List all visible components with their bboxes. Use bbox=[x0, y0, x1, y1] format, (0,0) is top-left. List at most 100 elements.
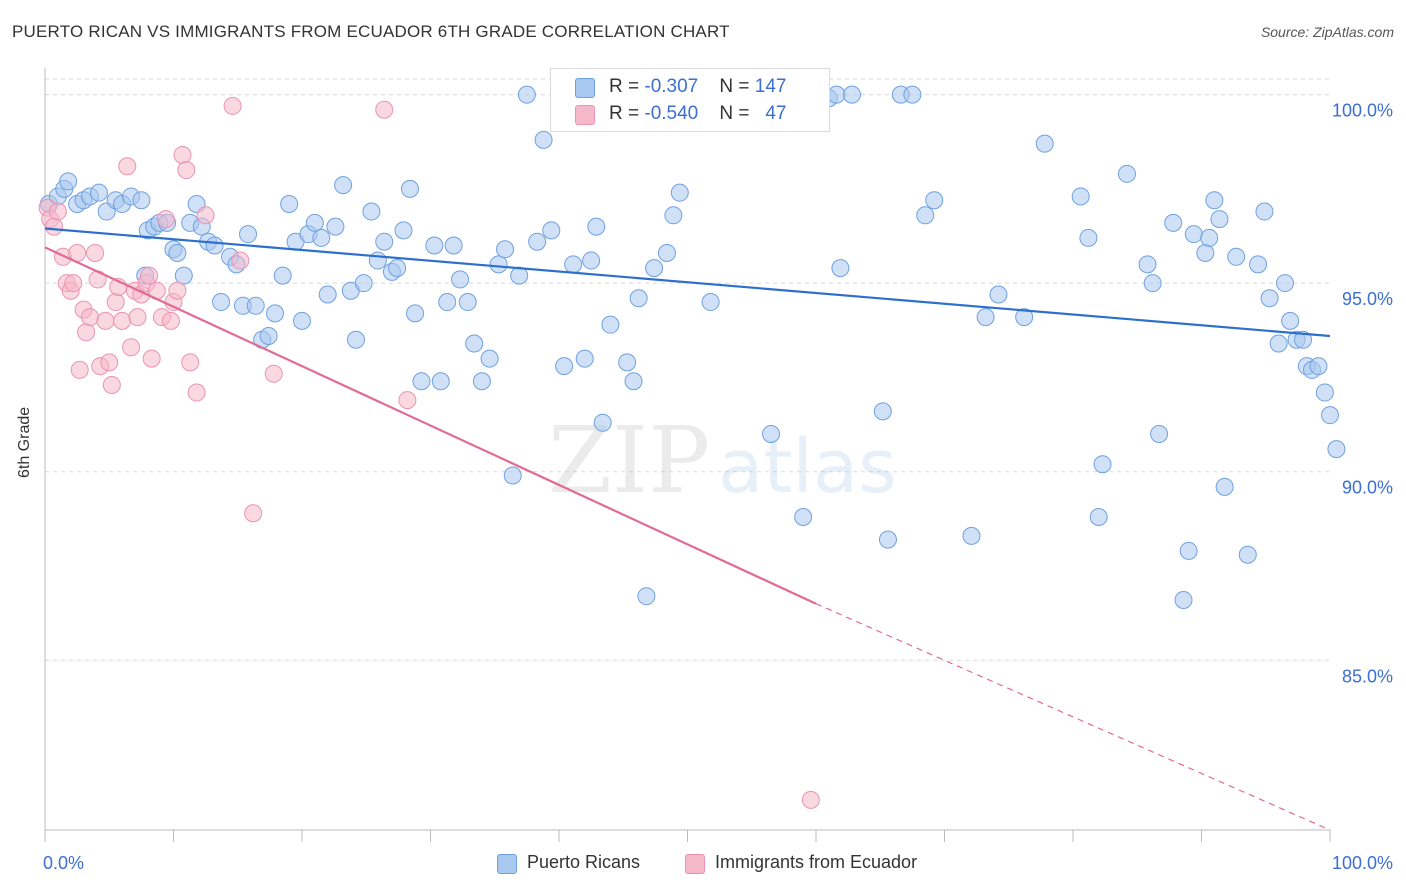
puerto-rican-point bbox=[1315, 383, 1334, 402]
y-tick-label: 85.0% bbox=[1342, 666, 1393, 686]
puerto-rican-point bbox=[831, 259, 850, 278]
tick-labels: 85.0% 90.0% 95.0% 100.0% 0.0% 100.0% bbox=[43, 101, 1393, 873]
puerto-rican-point bbox=[431, 372, 450, 391]
legend-r-value: -0.540 bbox=[644, 103, 699, 124]
puerto-rican-point bbox=[1164, 213, 1183, 232]
legend-r-value: -0.307 bbox=[644, 76, 699, 97]
bottom-legend-swatch-ecuador bbox=[685, 854, 705, 874]
watermark: ZIP atlas bbox=[548, 407, 897, 514]
puerto-rican-point bbox=[168, 244, 187, 263]
puerto-rican-point bbox=[903, 85, 922, 104]
ecuador-point bbox=[86, 244, 105, 263]
puerto-rican-point bbox=[346, 330, 365, 349]
puerto-rican-point bbox=[246, 296, 265, 315]
puerto-rican-point bbox=[1150, 425, 1169, 444]
ecuador-point bbox=[168, 281, 187, 300]
puerto-rican-point bbox=[1294, 330, 1313, 349]
puerto-rican-point bbox=[280, 194, 299, 213]
puerto-rican-point bbox=[1249, 255, 1268, 274]
ecuador-point bbox=[96, 311, 115, 330]
puerto-rican-point bbox=[438, 293, 457, 312]
puerto-rican-point bbox=[205, 236, 224, 255]
puerto-rican-point bbox=[794, 507, 813, 526]
ecuador-point bbox=[80, 308, 99, 327]
axes bbox=[44, 68, 1331, 842]
ecuador-trend-extension bbox=[815, 603, 1331, 831]
grid-lines bbox=[45, 78, 1330, 661]
puerto-rican-point bbox=[326, 217, 345, 236]
puerto-rican-point bbox=[1260, 289, 1279, 308]
puerto-rican-point bbox=[266, 304, 285, 323]
puerto-rican-point bbox=[878, 530, 897, 549]
puerto-rican-point bbox=[451, 270, 470, 289]
puerto-rican-trend-line bbox=[44, 227, 1331, 338]
ecuador-point bbox=[48, 202, 67, 221]
ecuador-point bbox=[64, 274, 83, 293]
legend-n-value: 147 bbox=[754, 76, 787, 97]
puerto-rican-point bbox=[239, 225, 258, 244]
puerto-rican-point bbox=[670, 183, 689, 202]
puerto-rican-point bbox=[496, 240, 515, 259]
puerto-rican-point bbox=[212, 293, 231, 312]
puerto-rican-point bbox=[1205, 191, 1224, 210]
puerto-rican-point bbox=[1327, 440, 1346, 459]
puerto-rican-point bbox=[503, 466, 522, 485]
bottom-legend-swatch-puerto-ricans bbox=[497, 854, 517, 874]
puerto-rican-point bbox=[827, 85, 846, 104]
puerto-rican-point bbox=[472, 372, 491, 391]
puerto-rican-point bbox=[534, 130, 553, 149]
puerto-rican-point bbox=[354, 274, 373, 293]
puerto-rican-point bbox=[575, 349, 594, 368]
bottom-legend-label: Immigrants from Ecuador bbox=[715, 852, 918, 872]
puerto-rican-point bbox=[517, 85, 536, 104]
trend-lines bbox=[44, 227, 1331, 831]
ecuador-point bbox=[128, 308, 147, 327]
puerto-rican-point bbox=[425, 236, 444, 255]
ecuador-point bbox=[100, 353, 119, 372]
ecuador-point bbox=[181, 353, 200, 372]
ecuador-point bbox=[161, 311, 180, 330]
watermark-zip: ZIP bbox=[548, 407, 710, 514]
puerto-rican-point bbox=[458, 293, 477, 312]
ecuador-point bbox=[264, 364, 283, 383]
puerto-rican-point bbox=[989, 285, 1008, 304]
puerto-rican-point bbox=[618, 353, 637, 372]
legend-r-label: R = bbox=[609, 103, 645, 124]
puerto-rican-point bbox=[1143, 274, 1162, 293]
ecuador-point bbox=[70, 360, 89, 379]
puerto-rican-point bbox=[1238, 545, 1257, 564]
puerto-rican-point bbox=[842, 85, 861, 104]
puerto-rican-point bbox=[1138, 255, 1157, 274]
x-tick-label: 100.0% bbox=[1332, 853, 1393, 873]
ecuador-point bbox=[173, 145, 192, 164]
puerto-rican-point bbox=[305, 213, 324, 232]
puerto-rican-point bbox=[388, 259, 407, 278]
puerto-rican-point bbox=[555, 357, 574, 376]
puerto-rican-point bbox=[1276, 274, 1295, 293]
puerto-rican-point bbox=[664, 206, 683, 225]
puerto-rican-point bbox=[406, 304, 425, 323]
ecuador-point bbox=[113, 311, 132, 330]
puerto-rican-point bbox=[657, 244, 676, 263]
puerto-rican-point bbox=[701, 293, 720, 312]
legend-swatch-ecuador bbox=[575, 105, 595, 125]
puerto-rican-point bbox=[1174, 590, 1193, 609]
puerto-rican-point bbox=[318, 285, 337, 304]
puerto-rican-point bbox=[334, 176, 353, 195]
puerto-rican-point bbox=[916, 206, 935, 225]
puerto-rican-point bbox=[624, 372, 643, 391]
puerto-rican-point bbox=[645, 259, 664, 278]
legend-n-label: N = bbox=[719, 103, 755, 124]
puerto-rican-point bbox=[1255, 202, 1274, 221]
puerto-rican-point bbox=[925, 191, 944, 210]
puerto-rican-point bbox=[444, 236, 463, 255]
ecuador-point bbox=[398, 391, 417, 410]
y-axis-label: 6th Grade bbox=[16, 406, 33, 478]
puerto-rican-point bbox=[542, 221, 561, 240]
ecuador-point bbox=[244, 504, 263, 523]
puerto-rican-point bbox=[587, 217, 606, 236]
legend-r-label: R = bbox=[609, 76, 645, 97]
puerto-rican-point bbox=[259, 326, 278, 345]
chart-title: PUERTO RICAN VS IMMIGRANTS FROM ECUADOR … bbox=[12, 22, 730, 41]
